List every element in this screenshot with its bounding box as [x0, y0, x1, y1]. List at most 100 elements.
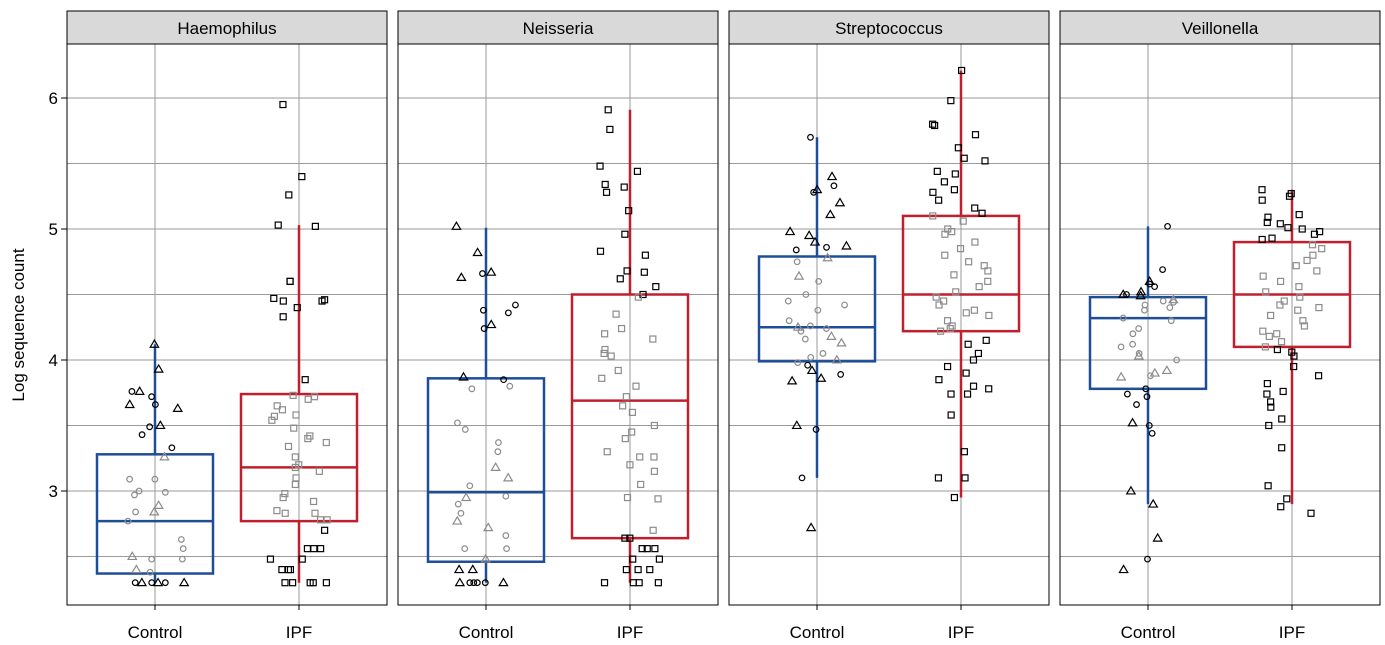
point-triangle [482, 522, 494, 532]
point-square [1261, 343, 1270, 351]
point-square [962, 309, 970, 317]
point-square [947, 97, 955, 105]
point-square [981, 157, 989, 165]
point-triangle [456, 272, 467, 282]
point-square [1258, 235, 1266, 244]
point-square [654, 495, 662, 503]
point-circle [132, 508, 139, 516]
point-circle [504, 309, 512, 317]
point-circle [794, 359, 802, 367]
point-square [649, 335, 657, 343]
point-square [628, 408, 636, 416]
point-triangle [454, 577, 466, 587]
point-square [951, 170, 959, 178]
point-circle [1129, 340, 1137, 348]
point-square [1303, 256, 1311, 265]
point-square [1314, 372, 1323, 380]
point-square [303, 545, 312, 553]
point-square [601, 180, 609, 189]
point-circle [146, 423, 154, 431]
box-control [95, 453, 215, 575]
point-triangle [826, 331, 837, 340]
point-square [1290, 362, 1298, 371]
point-square [970, 306, 979, 314]
point-square [1276, 220, 1284, 228]
point-circle [148, 393, 155, 401]
y-axis-label: Log sequence count [9, 248, 28, 401]
point-circle [1117, 343, 1125, 351]
point-triangle [451, 220, 462, 230]
point-square [948, 228, 956, 236]
point-square [950, 186, 959, 194]
point-circle [798, 474, 806, 482]
point-circle [785, 317, 793, 325]
point-square [598, 374, 606, 382]
point-triangle [502, 472, 514, 482]
x-tick-label-ipf: IPF [617, 623, 643, 642]
point-square [623, 493, 632, 502]
point-circle [784, 297, 792, 305]
point-triangle [1135, 286, 1147, 296]
point-circle [1159, 297, 1167, 305]
point-triangle [490, 462, 501, 471]
point-square [279, 493, 287, 502]
plot-background [729, 44, 1049, 605]
point-square [1299, 317, 1307, 325]
point-triangle [452, 515, 463, 525]
point-square [935, 196, 943, 204]
point-square [1277, 338, 1286, 346]
point-triangle [472, 247, 483, 257]
point-circle [146, 568, 154, 576]
panel-strip [728, 10, 1050, 45]
point-square [603, 448, 611, 456]
x-tick-label-ipf: IPF [948, 623, 974, 642]
point-square [621, 230, 629, 238]
point-square [933, 167, 941, 175]
point-square [636, 453, 644, 461]
panel-border [66, 43, 388, 606]
point-square [932, 293, 940, 301]
point-square [315, 467, 323, 475]
point-circle [1143, 393, 1151, 401]
point-square [1313, 267, 1321, 275]
point-square [1280, 297, 1288, 305]
point-square [1267, 311, 1275, 320]
point-square [963, 390, 972, 398]
point-square [947, 390, 955, 398]
point-square [321, 526, 329, 534]
point-square [929, 212, 937, 220]
point-triangle [124, 399, 135, 409]
x-tick-label-control: Control [790, 623, 845, 642]
point-square [623, 267, 631, 275]
point-square [292, 411, 300, 419]
point-circle [1170, 298, 1177, 306]
point-square [604, 106, 612, 114]
point-square [616, 275, 624, 283]
point-square [646, 565, 654, 574]
point-circle [480, 325, 488, 332]
point-triangle [1149, 367, 1161, 377]
point-square [634, 565, 642, 574]
point-square [1263, 379, 1271, 388]
point-square [654, 579, 662, 587]
point-triangle [815, 372, 827, 382]
point-circle [1145, 422, 1153, 429]
point-square [1276, 277, 1285, 285]
point-square [929, 188, 937, 196]
point-square [291, 480, 299, 489]
point-triangle [460, 492, 472, 502]
box-ipf [239, 392, 359, 523]
point-triangle [836, 337, 847, 347]
point-square [956, 245, 965, 253]
box-control [757, 255, 877, 363]
point-square [1263, 218, 1271, 227]
point-circle [151, 475, 159, 483]
point-square [971, 238, 979, 246]
point-triangle [131, 564, 142, 574]
x-tick-label-ipf: IPF [286, 623, 312, 642]
point-square [651, 545, 659, 553]
panel-strip [1059, 10, 1381, 45]
point-square [281, 490, 289, 498]
point-square [940, 297, 948, 305]
